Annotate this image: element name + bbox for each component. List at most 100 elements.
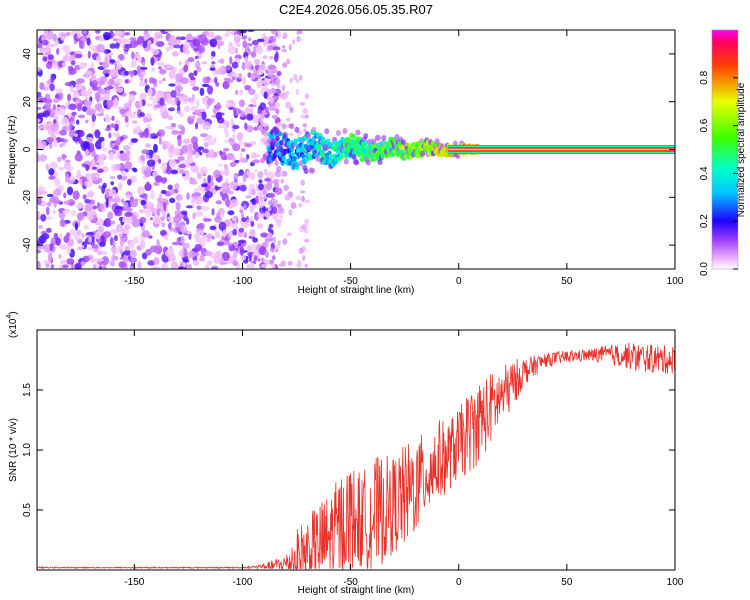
spectrogram-noise-blob [223,163,229,170]
spectrogram-noise-blob [245,195,252,199]
spectrogram-noise-blob [232,124,240,130]
spectrogram-noise-blob [190,136,199,145]
spectrogram-noise-blob [126,206,132,213]
spectrogram-noise-blob [125,150,131,156]
spectrogram-noise-blob [38,225,44,229]
spectrogram-noise-blob [287,261,293,266]
snr-x-tick-label: 100 [667,577,684,588]
spectrogram-noise-blob [37,260,41,269]
spectrogram-noise-blob [98,84,102,92]
spectrogram-noise-blob [252,154,261,158]
spectrogram-noise-blob [41,140,47,149]
spectrogram-noise-blob [171,50,179,57]
spectrogram-noise-blob [186,192,190,200]
spectrogram-noise-blob [272,255,276,261]
spectrogram-noise-blob [277,122,283,127]
spectrogram-noise-blob [262,195,267,200]
spectrogram-noise-blob [213,35,223,41]
spectrogram-noise-blob [251,40,259,46]
spectrogram-noise-blob [258,179,263,184]
spectrogram-noise-blob [127,70,136,74]
spectrogram-noise-blob [195,122,199,130]
snr-x-tick-label: -100 [232,577,252,588]
spectrogram-noise-blob [160,177,167,184]
spectrogram-noise-blob [178,61,182,66]
spectrogram-noise-blob [45,227,52,233]
spectrogram-noise-blob [49,110,54,117]
spectrogram-noise-blob [108,197,115,203]
spectrogram-noise-blob [78,138,83,145]
spectrogram-noise-blob [145,248,152,256]
spectrogram-noise-blob [206,238,211,242]
spectrogram-noise-blob [260,232,268,238]
spectrogram-noise-blob [265,106,269,112]
spectrogram-noise-blob [262,55,268,60]
spectrogram-noise-blob [115,78,122,84]
spectrogram-noise-blob [96,43,105,53]
spectrogram-noise-blob [268,64,276,70]
spectrogram-noise-blob [172,147,181,157]
spectrogram-noise-blob [201,61,208,65]
spectrogram-noise-blob [64,82,73,87]
spectrogram-noise-blob [152,171,158,177]
spectrogram-noise-blob [206,98,213,106]
spectrogram-noise-blob [108,189,117,197]
spectrogram-noise-blob [213,169,221,178]
spectrogram-noise-blob [62,44,71,52]
spectrogram-noise-blob [262,78,270,87]
spectrogram-noise-blob [270,262,276,269]
spectrogram-noise-blob [82,105,88,112]
spectrogram-noise-blob [234,34,240,38]
spectrogram-noise-blob [162,77,166,82]
spectrogram-noise-blob [249,261,255,269]
spectrogram-noise-blob [52,97,60,104]
spectrogram-noise-blob [202,233,207,242]
spectrogram-x-label: Height of straight line (km) [298,285,415,296]
spectrogram-noise-blob [189,76,196,81]
spectrogram-noise-blob [63,192,67,199]
spectrogram-noise-blob [235,36,239,46]
spectrogram-noise-blob [139,208,145,213]
spectrogram-noise-blob [124,115,129,124]
spectrogram-noise-blob [281,84,286,92]
snr-y-ticks: 0.5 1.0 1.5 [22,383,675,517]
spectrogram-halo-blob [303,168,309,175]
spectrogram-noise-blob [289,77,293,84]
spectrogram-noise-blob [267,227,272,233]
spectrogram-halo-blob [394,133,400,140]
spectrogram-noise-blob [298,37,302,42]
spectrogram-noise-blob [201,83,210,88]
spectrogram-noise-blob [124,32,131,36]
spectrogram-noise-blob [131,120,138,124]
spectrogram-noise-blob [254,65,260,69]
spectrogram-noise-blob [201,97,209,103]
spectrogram-noise-blob [55,237,61,246]
spectrogram-noise-blob [125,121,130,128]
spectrogram-noise-blob [94,104,99,111]
spectrogram-noise-blob [61,264,69,269]
spectrogram-noise-blob [157,61,165,67]
spectrogram-noise-blob [262,86,268,91]
spectrogram-halo-blob [452,140,458,147]
snr-series-line [37,342,675,570]
spectrogram-noise-blob [70,59,76,66]
spectrogram-halo-blob [276,165,282,172]
spectrogram-noise-blob [244,56,249,63]
spectrogram-noise-blob [273,54,279,63]
spectrogram-noise-blob [110,68,119,78]
spectrogram-noise-blob [52,103,56,111]
spectrogram-noise-blob [86,211,95,221]
spectrogram-noise-blob [237,230,245,238]
spectrogram-noise-blob [113,235,118,242]
spectrogram-noise-blob [302,123,308,128]
spectrogram-halo-blob [355,129,361,136]
spectrogram-noise-blob [111,246,120,255]
spectrogram-noise-blob [289,106,294,114]
spectrogram-noise-blob [135,52,141,59]
spectrogram-noise-blob [139,73,144,82]
spectrogram-signal-blob [279,140,284,146]
spectrogram-noise-blob [292,39,296,45]
spectrogram-noise-blob [256,38,265,43]
spectrogram-noise-blob [192,260,200,266]
spectrogram-noise-blob [82,255,90,263]
